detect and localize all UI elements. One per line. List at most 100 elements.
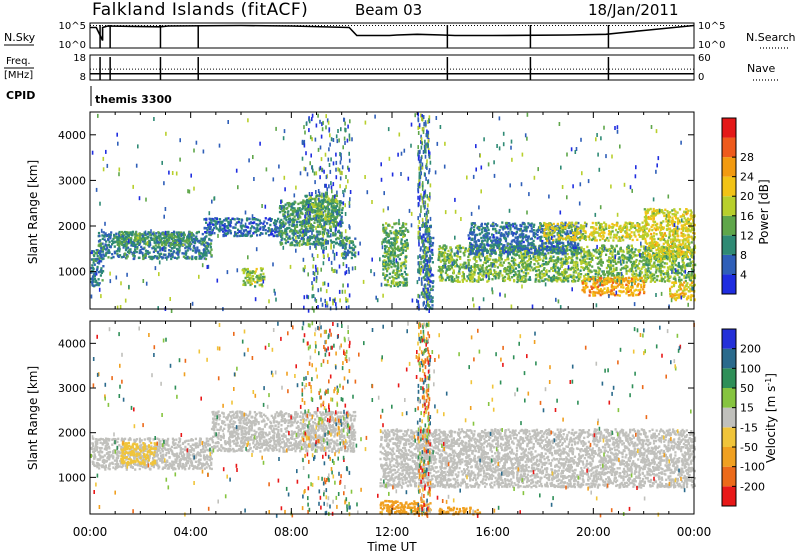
- heatmap-cell: [208, 251, 211, 254]
- heatmap-cell: [284, 203, 287, 206]
- heatmap-cell: [287, 217, 290, 221]
- heatmap-cell: [354, 237, 357, 240]
- heatmap-cell: [557, 249, 560, 252]
- heatmap-cell: [440, 246, 443, 250]
- heatmap-cell: [216, 222, 219, 225]
- heatmap-cell: [627, 256, 630, 259]
- heatmap-cell: [149, 257, 152, 260]
- heatmap-cell: [95, 259, 98, 263]
- heatmap-cell: [392, 258, 395, 261]
- heatmap-cell: [249, 279, 252, 282]
- heatmap-cell: [552, 278, 555, 281]
- heatmap-cell: [202, 249, 205, 252]
- heatmap-cell: [615, 268, 618, 272]
- heatmap-cell: [254, 218, 257, 221]
- heatmap-cell: [495, 274, 498, 277]
- heatmap-cell: [431, 241, 435, 245]
- heatmap-cell: [546, 261, 549, 264]
- heatmap-cell: [630, 244, 633, 247]
- heatmap-cell: [221, 224, 224, 227]
- heatmap-cell: [625, 269, 628, 273]
- heatmap-cell: [566, 262, 569, 265]
- heatmap-cell: [255, 231, 258, 234]
- heatmap-cell: [201, 232, 204, 236]
- heatmap-cell: [423, 268, 426, 271]
- heatmap-cell: [535, 229, 538, 232]
- heatmap-cell: [351, 253, 354, 256]
- heatmap-cell: [303, 223, 307, 227]
- heatmap-cell: [158, 253, 161, 256]
- heatmap-cell: [315, 212, 318, 216]
- heatmap-cell: [163, 241, 166, 244]
- heatmap-cell: [550, 279, 553, 282]
- heatmap-cell: [293, 215, 296, 218]
- heatmap-cell: [178, 235, 181, 238]
- heatmap-cell: [327, 217, 330, 221]
- heatmap-cell: [335, 194, 338, 198]
- heatmap-cell: [389, 230, 392, 233]
- heatmap-cell: [263, 220, 266, 223]
- heatmap-cell: [162, 232, 165, 235]
- heatmap-cell: [125, 247, 128, 250]
- heatmap-cell: [287, 213, 290, 216]
- heatmap-cell: [335, 216, 339, 219]
- heatmap-cell: [429, 237, 432, 240]
- heatmap-cell: [310, 227, 313, 230]
- heatmap-cell: [339, 234, 342, 237]
- heatmap-cell: [189, 233, 192, 236]
- heatmap-cell: [638, 249, 641, 252]
- heatmap-cell: [100, 271, 103, 275]
- heatmap-cell: [231, 217, 234, 221]
- heatmap-cell: [601, 270, 604, 273]
- heatmap-cell: [320, 196, 323, 199]
- heatmap-cell: [532, 268, 535, 272]
- heatmap-cell: [400, 248, 404, 252]
- heatmap-cell: [502, 244, 505, 247]
- heatmap-cell: [568, 242, 571, 246]
- heatmap-cell: [684, 279, 687, 283]
- heatmap-cell: [616, 272, 619, 275]
- heatmap-cell: [455, 279, 458, 283]
- heatmap-cell: [490, 250, 493, 253]
- heatmap-cell: [344, 238, 347, 241]
- heatmap-cell: [115, 232, 118, 235]
- heatmap-cell: [204, 257, 208, 261]
- heatmap-cell: [260, 221, 263, 225]
- heatmap-cell: [534, 274, 538, 277]
- heatmap-cell: [397, 255, 400, 258]
- heatmap-cell: [274, 219, 277, 222]
- heatmap-cell: [489, 236, 492, 239]
- heatmap-cell: [92, 261, 95, 264]
- heatmap-cell: [342, 240, 345, 244]
- heatmap-cell: [177, 256, 180, 259]
- heatmap-cell: [104, 248, 107, 251]
- heatmap-cell: [463, 261, 466, 264]
- heatmap-cell: [403, 261, 406, 264]
- heatmap-cell: [558, 251, 561, 255]
- heatmap-cell: [334, 225, 337, 228]
- heatmap-cell: [655, 278, 659, 282]
- heatmap-cell: [343, 250, 346, 253]
- heatmap-cell: [306, 228, 309, 231]
- heatmap-cell: [467, 255, 470, 259]
- heatmap-cell: [614, 260, 617, 263]
- heatmap-cell: [245, 225, 248, 228]
- heatmap-cell: [455, 263, 458, 267]
- heatmap-cell: [389, 259, 392, 263]
- heatmap-cell: [302, 205, 305, 208]
- heatmap-cell: [577, 273, 581, 276]
- heatmap-cell: [181, 252, 184, 255]
- heatmap-cell: [211, 223, 214, 226]
- heatmap-cell: [547, 242, 550, 245]
- heatmap-cell: [288, 235, 291, 238]
- heatmap-cell: [545, 263, 548, 266]
- heatmap-cell: [329, 229, 332, 233]
- heatmap-cell: [247, 281, 250, 284]
- heatmap-cell: [249, 271, 252, 274]
- heatmap-cell: [601, 247, 604, 250]
- heatmap-cell: [642, 274, 646, 277]
- heatmap-cell: [509, 245, 512, 248]
- heatmap-cell: [681, 258, 684, 262]
- heatmap-cell: [676, 273, 679, 277]
- heatmap-cell: [248, 277, 251, 280]
